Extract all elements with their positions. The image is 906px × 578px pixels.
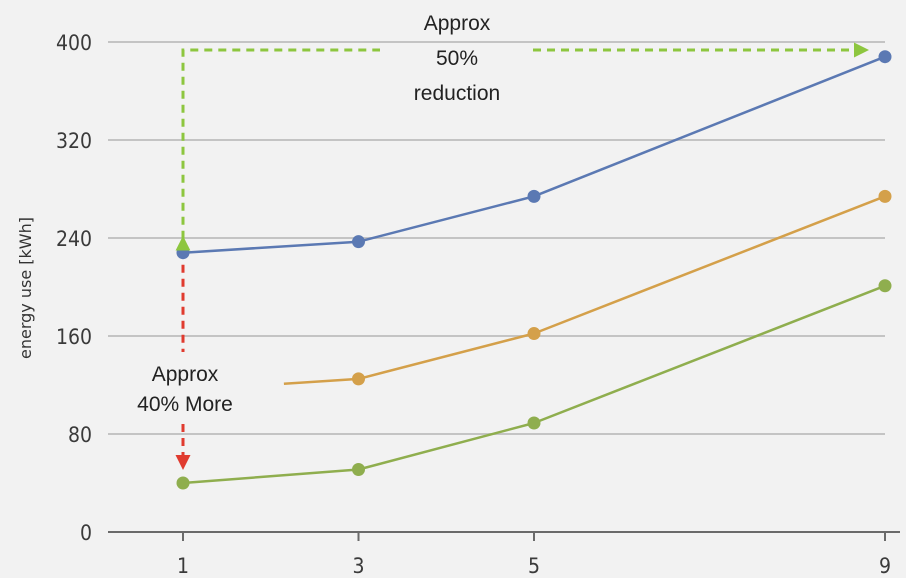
series-3-point-1 [176, 476, 190, 490]
axes: 0 80 160 240 320 400 1 3 5 9 [56, 31, 900, 578]
annotation-reduction-line-1: Approx [424, 12, 491, 35]
x-tick-label-3: 3 [352, 554, 364, 578]
y-tick-label-400: 400 [56, 31, 92, 55]
annotation-more-line-2: 40% More [137, 393, 233, 416]
series-1-point-5 [527, 189, 541, 203]
series-2-point-3 [352, 372, 365, 386]
y-axis-title: energy use [kWh] [16, 217, 35, 359]
y-tick-label-80: 80 [68, 423, 92, 447]
series-1-point-9 [878, 50, 892, 64]
series-3-line [182, 284, 886, 485]
series-2-line [283, 195, 886, 386]
annotations: Approx 50% reduction Approx 40% More [137, 12, 869, 470]
annotation-reduction: Approx 50% reduction [414, 12, 500, 105]
x-tick-label-5: 5 [528, 554, 540, 578]
y-tick-label-240: 240 [56, 227, 92, 251]
series-2-point-9 [878, 189, 892, 203]
x-tick-label-1: 1 [177, 554, 189, 578]
annotation-more: Approx 40% More [137, 363, 233, 416]
annotation-reduction-line-3: reduction [414, 82, 500, 105]
y-tick-label-160: 160 [56, 325, 92, 349]
series-3-point-5 [527, 416, 541, 430]
x-tick-label-9: 9 [879, 554, 891, 578]
y-tick-label-0: 0 [80, 521, 92, 545]
reduction-arrow-left [175, 48, 380, 251]
series-3-point-9 [878, 279, 892, 293]
series-1-point-1 [176, 246, 190, 260]
series-3-point-3 [352, 463, 365, 477]
series-1-line [182, 55, 886, 254]
y-tick-label-320: 320 [56, 129, 92, 153]
series-1-point-3 [352, 235, 365, 249]
series-lines [176, 50, 892, 490]
annotation-more-line-1: Approx [152, 363, 219, 386]
annotation-reduction-line-2: 50% [436, 47, 478, 70]
series-2-point-5 [527, 327, 541, 341]
